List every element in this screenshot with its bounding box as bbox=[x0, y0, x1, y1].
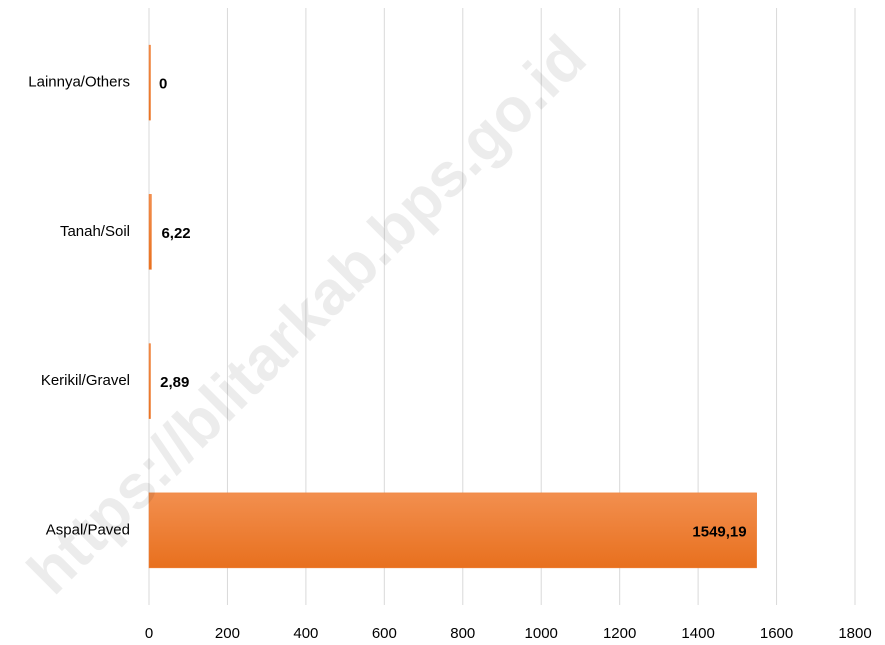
bar bbox=[148, 492, 757, 569]
x-tick-label: 1600 bbox=[760, 625, 793, 642]
x-tick-label: 1800 bbox=[838, 625, 871, 642]
grid bbox=[148, 8, 856, 605]
bar bbox=[148, 343, 151, 419]
bar bbox=[148, 194, 152, 270]
value-label: 0 bbox=[159, 76, 167, 93]
x-tick-label: 800 bbox=[450, 625, 475, 642]
value-label: 1549,19 bbox=[692, 523, 746, 540]
x-tick-label: 0 bbox=[145, 625, 153, 642]
x-tick-label: 1400 bbox=[681, 625, 714, 642]
value-label: 6,22 bbox=[161, 225, 190, 242]
x-tick-label: 1200 bbox=[603, 625, 636, 642]
y-tick-label: Aspal/Paved bbox=[46, 521, 130, 538]
x-tick-label: 200 bbox=[215, 625, 240, 642]
x-tick-label: 400 bbox=[293, 625, 318, 642]
x-tick-label: 1000 bbox=[525, 625, 558, 642]
y-tick-label: Tanah/Soil bbox=[60, 223, 130, 240]
y-tick-label: Lainnya/Others bbox=[28, 74, 130, 91]
value-label: 2,89 bbox=[160, 374, 189, 391]
bars bbox=[148, 44, 757, 569]
x-tick-label: 600 bbox=[372, 625, 397, 642]
y-tick-label: Kerikil/Gravel bbox=[41, 372, 130, 389]
bar bbox=[148, 44, 151, 121]
